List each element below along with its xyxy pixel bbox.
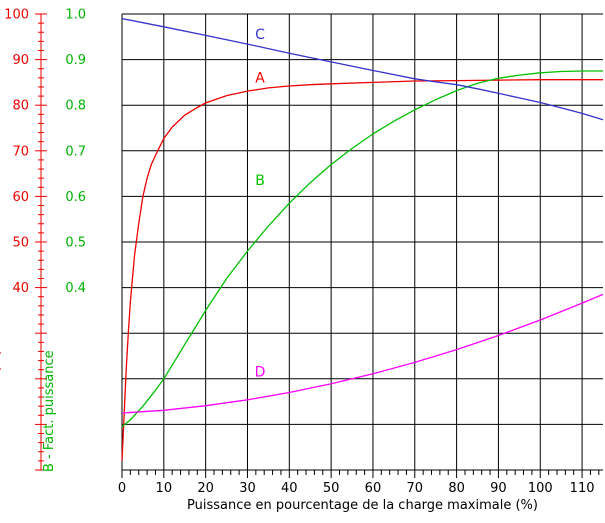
svg-text:100: 100 xyxy=(528,481,553,496)
svg-text:0.5: 0.5 xyxy=(65,236,86,251)
svg-text:110: 110 xyxy=(570,481,595,496)
svg-text:80: 80 xyxy=(12,99,29,114)
svg-text:90: 90 xyxy=(12,53,29,68)
svg-text:70: 70 xyxy=(407,481,424,496)
svg-text:100: 100 xyxy=(4,8,29,23)
svg-text:0.4: 0.4 xyxy=(65,281,86,296)
svg-text:0.7: 0.7 xyxy=(65,144,86,159)
svg-text:0.8: 0.8 xyxy=(65,99,86,114)
svg-text:20: 20 xyxy=(197,481,214,496)
svg-text:A: A xyxy=(255,70,265,86)
svg-text:50: 50 xyxy=(323,481,340,496)
svg-text:60: 60 xyxy=(365,481,382,496)
svg-text:0: 0 xyxy=(118,481,126,496)
svg-text:90: 90 xyxy=(490,481,507,496)
svg-text:50: 50 xyxy=(12,236,29,251)
svg-text:30: 30 xyxy=(239,481,256,496)
svg-text:60: 60 xyxy=(12,190,29,205)
svg-text:B: B xyxy=(255,173,265,189)
y-axis-title-fact-puissance: B - Fact. puissance xyxy=(42,350,57,472)
svg-text:70: 70 xyxy=(12,144,29,159)
svg-text:80: 80 xyxy=(448,481,465,496)
svg-text:40: 40 xyxy=(281,481,298,496)
svg-text:C: C xyxy=(255,27,265,43)
svg-text:1.0: 1.0 xyxy=(65,8,86,23)
svg-text:0.9: 0.9 xyxy=(65,53,86,68)
svg-text:10: 10 xyxy=(156,481,173,496)
svg-text:D: D xyxy=(255,365,266,381)
svg-text:0.6: 0.6 xyxy=(65,190,86,205)
x-axis-title: Puissance en pourcentage de la charge ma… xyxy=(187,498,538,513)
svg-text:40: 40 xyxy=(12,281,29,296)
y-axis-title-rendement: A - Rendement (%) xyxy=(0,349,3,473)
